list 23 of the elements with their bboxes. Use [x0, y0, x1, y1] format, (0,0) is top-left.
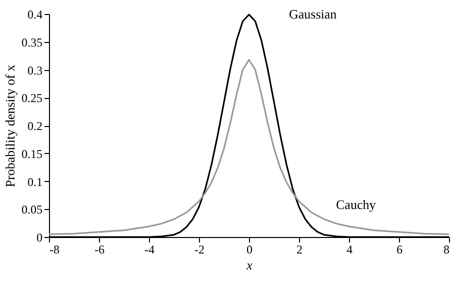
- y-tick-label: 0.3: [28, 63, 42, 78]
- y-tick-label: 0.25: [22, 91, 42, 106]
- x-tick-label: -6: [94, 242, 104, 256]
- y-tick-label: 0.2: [28, 119, 42, 133]
- line-series: [48, 58, 450, 236]
- x-tick-label: 6: [396, 242, 402, 256]
- y-tick-label: 0.35: [22, 35, 42, 50]
- series-label: Cauchy: [336, 197, 376, 212]
- x-tick-label: -8: [50, 242, 60, 256]
- y-tick-label: 0: [36, 230, 42, 244]
- y-tick-label: 0.15: [22, 146, 42, 161]
- x-tick-label: 4: [346, 242, 352, 256]
- x-tick-label: -2: [194, 242, 204, 256]
- x-tick-label: 0: [246, 242, 252, 256]
- text: Gaussian: [289, 6, 338, 22]
- x-tick-label: -4: [144, 242, 154, 256]
- y-tick-label: 0.4: [28, 8, 42, 22]
- x-axis-title: x: [246, 258, 253, 272]
- y-axis-title: Probability density of x: [2, 64, 18, 188]
- y-tick-label: 0.1: [28, 174, 42, 189]
- y-tick-label: 0.05: [22, 202, 42, 217]
- x-tick-label: 8: [444, 242, 450, 256]
- x-tick-label: 2: [296, 242, 302, 256]
